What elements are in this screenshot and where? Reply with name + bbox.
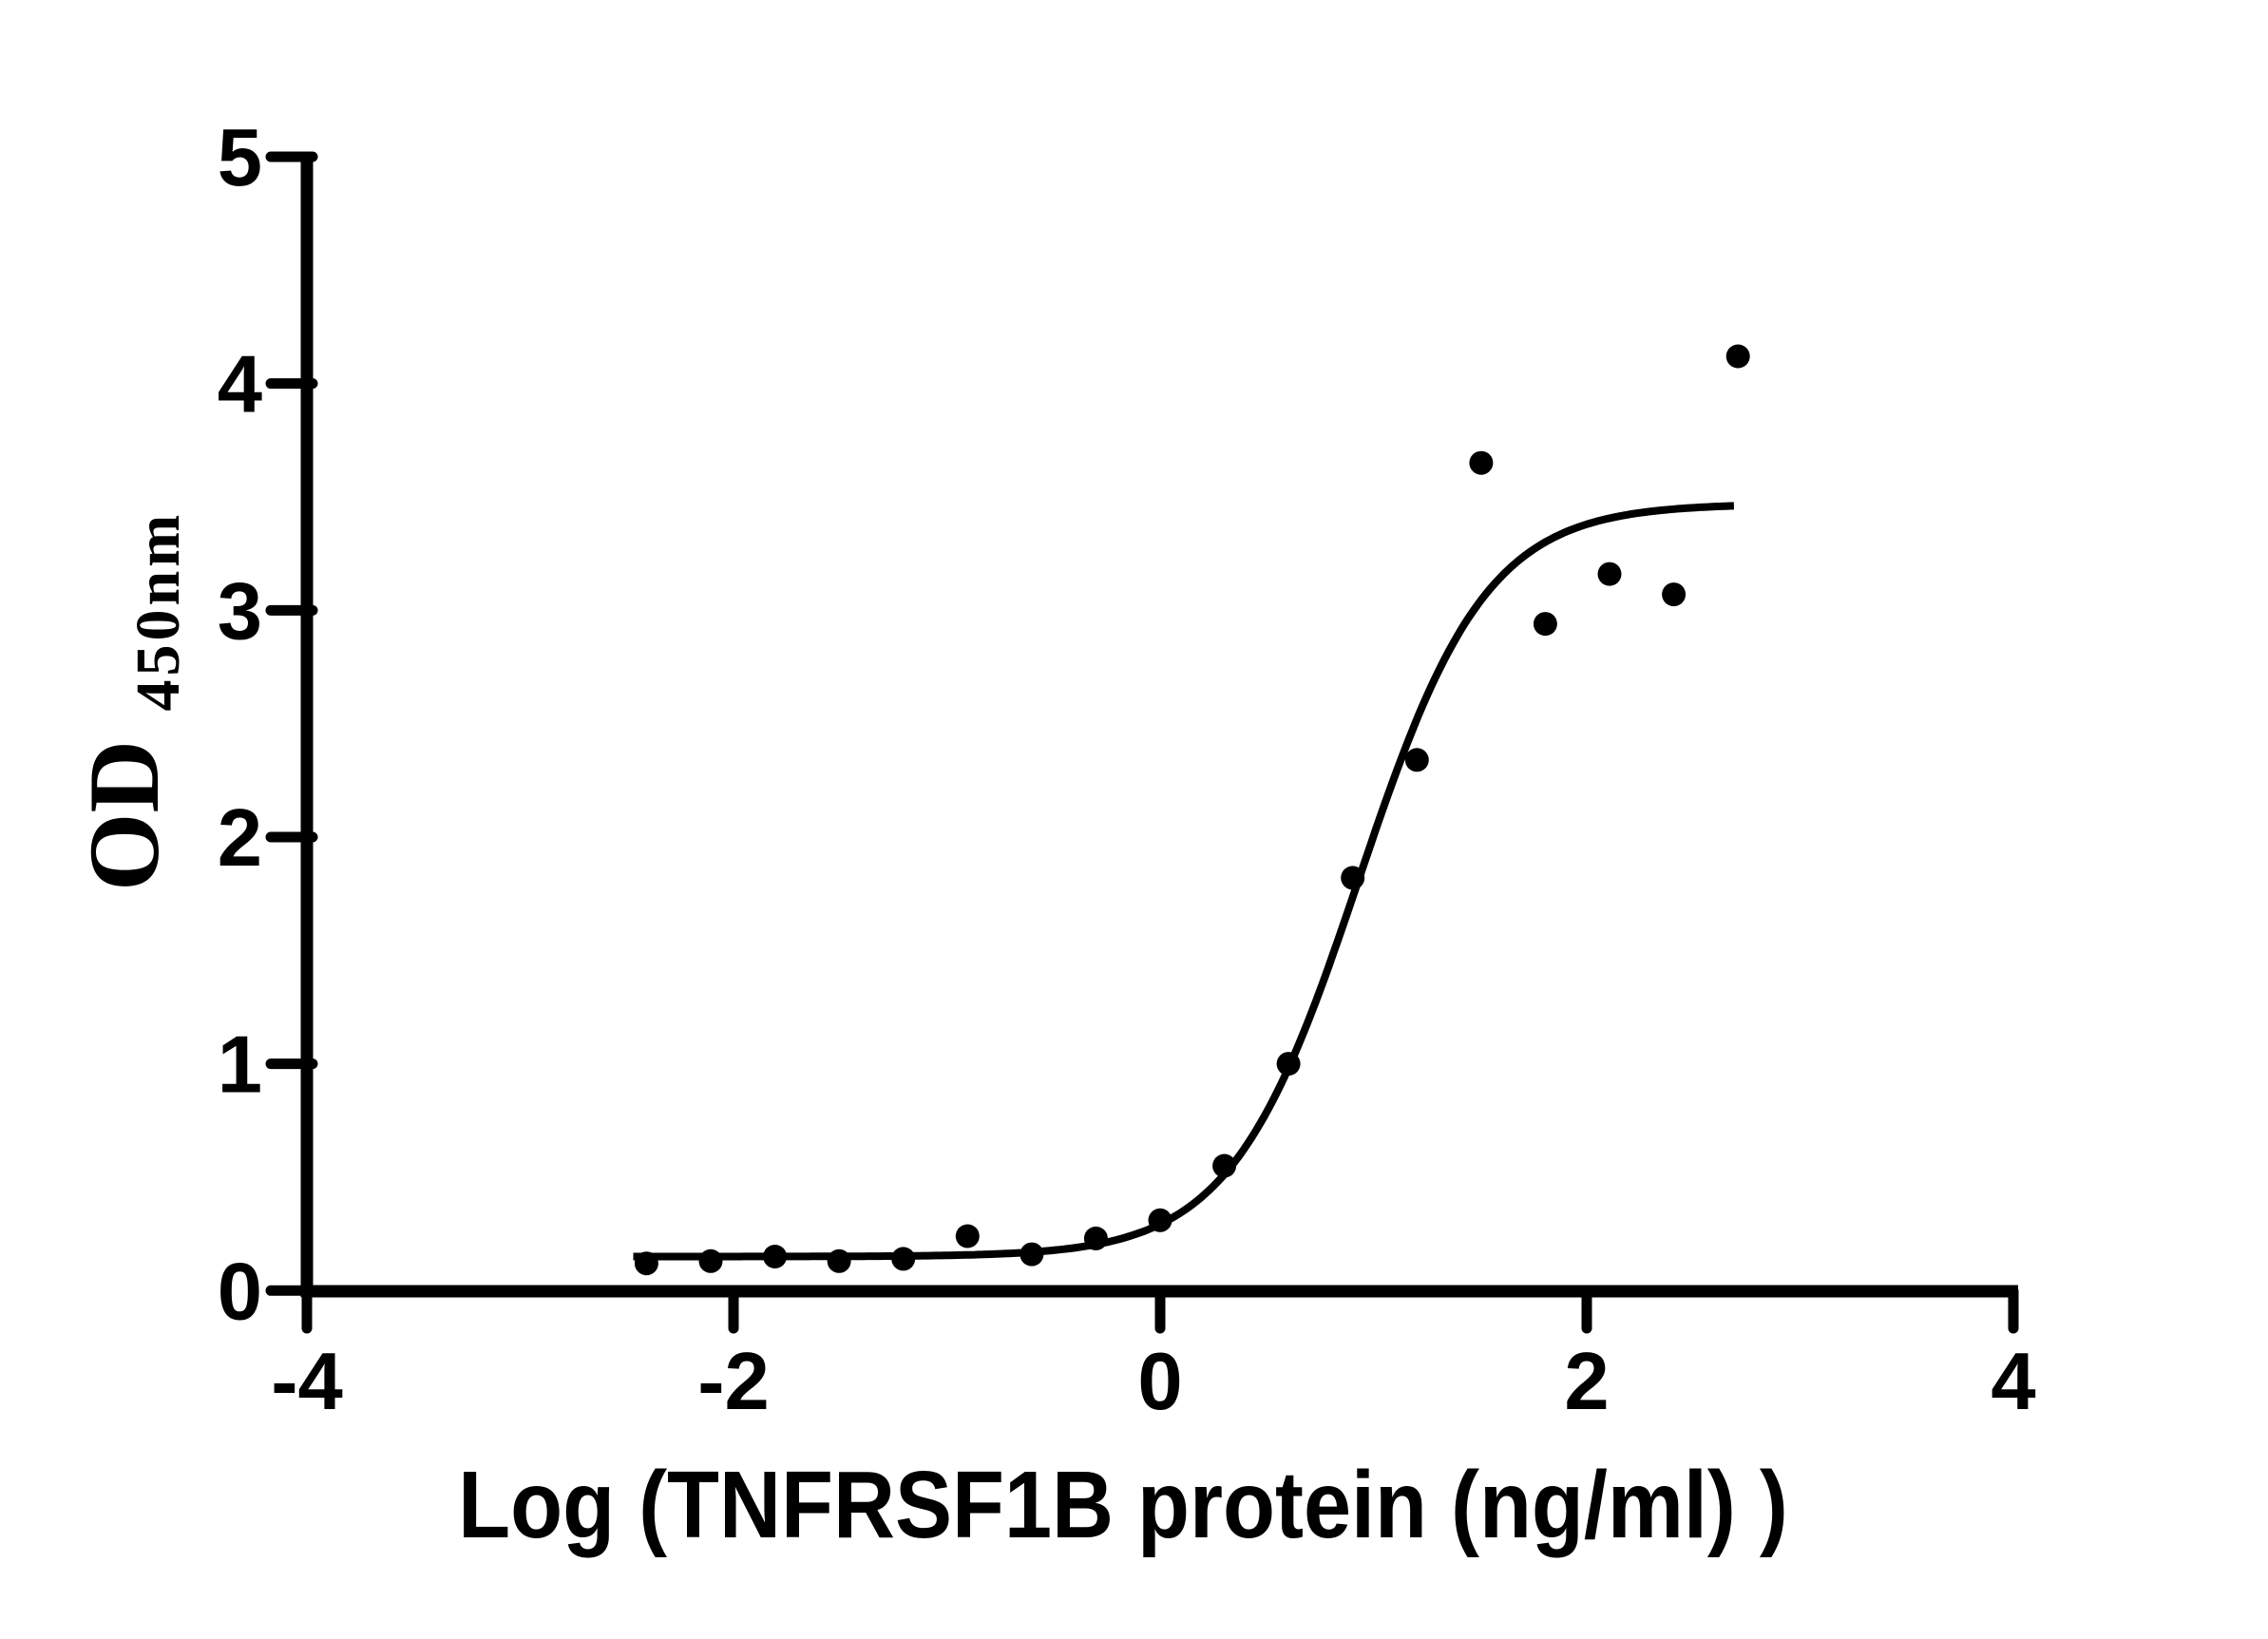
y-tick-label: 4 <box>218 340 262 430</box>
fit-curve-line <box>633 502 1734 1261</box>
data-point <box>634 1251 658 1276</box>
data-point <box>1533 612 1557 637</box>
data-points <box>634 344 1750 1276</box>
x-tick-label: 2 <box>1564 1337 1609 1427</box>
y-tick-label: 2 <box>218 793 262 884</box>
data-point <box>1662 582 1687 607</box>
y-axis-label-main: OD <box>68 740 180 891</box>
y-tick-labels: 0 1 2 3 4 5 <box>218 113 262 1337</box>
data-point <box>827 1248 851 1273</box>
y-tick-label: 5 <box>218 113 262 203</box>
data-point <box>698 1248 723 1273</box>
y-ticks <box>265 151 318 1296</box>
data-point <box>1725 344 1750 369</box>
data-point <box>1083 1226 1108 1250</box>
data-point <box>1469 450 1494 475</box>
x-tick-label: 4 <box>1991 1337 2035 1427</box>
data-point <box>763 1245 788 1268</box>
data-point <box>1148 1208 1172 1232</box>
data-point <box>1276 1052 1301 1077</box>
data-point <box>1020 1242 1044 1267</box>
x-tick-label: 0 <box>1137 1337 1182 1427</box>
data-point <box>1341 866 1365 890</box>
data-point <box>1597 562 1622 586</box>
data-point <box>955 1224 980 1248</box>
data-point <box>891 1247 916 1271</box>
y-tick-label: 1 <box>218 1020 262 1111</box>
y-tick-label: 3 <box>218 566 262 657</box>
x-tick-label: -2 <box>697 1337 770 1427</box>
y-axis-label-subscript: 450nm <box>124 511 193 712</box>
x-tick-labels: -4 -2 0 2 4 <box>271 1337 2035 1427</box>
x-tick-label: -4 <box>271 1337 343 1427</box>
y-tick-label: 0 <box>218 1247 262 1337</box>
data-point <box>1212 1153 1237 1178</box>
x-ticks <box>301 1286 2019 1334</box>
x-axis: -4 -2 0 2 4 <box>271 1285 2036 1427</box>
y-axis-label: OD 450nm <box>68 511 193 891</box>
data-point <box>1404 748 1429 772</box>
x-axis-label: Log (TNFRSF1B protein (ng/ml) ) <box>458 1453 1788 1558</box>
y-axis: 0 1 2 3 4 5 <box>218 113 318 1337</box>
